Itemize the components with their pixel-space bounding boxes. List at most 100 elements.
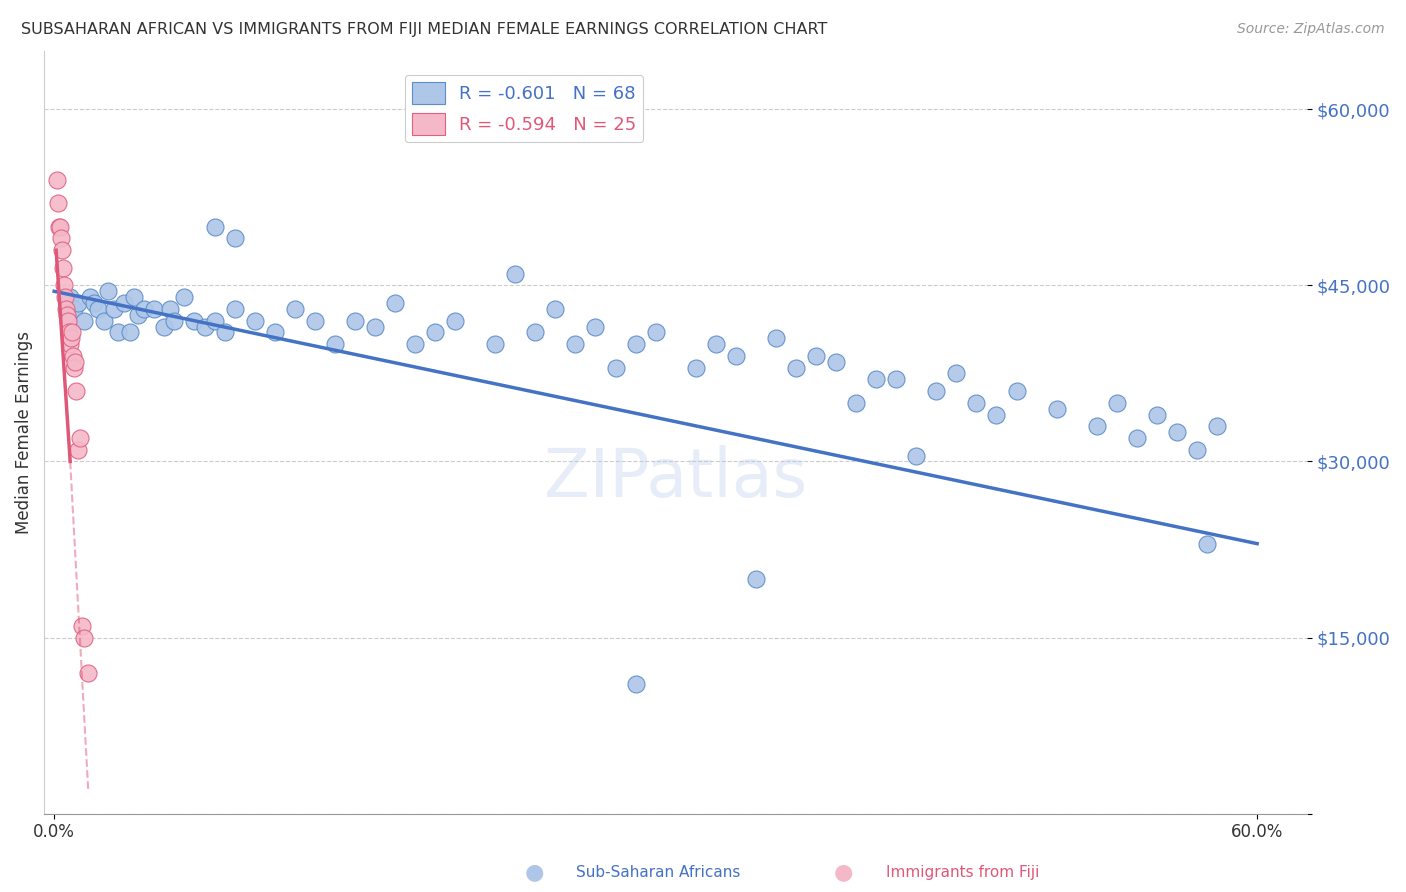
Point [97, 285, 120, 299]
Point [183, 313, 205, 327]
Point [1085, 419, 1108, 434]
Point [865, 372, 887, 386]
Point [1126, 431, 1149, 445]
Point [87, 301, 110, 316]
Point [945, 367, 967, 381]
Point [77, 665, 100, 680]
Text: Sub-Saharan Africans: Sub-Saharan Africans [576, 865, 741, 880]
Point [1166, 425, 1188, 439]
Point [46, 173, 69, 187]
Point [484, 337, 506, 351]
Point [67, 442, 90, 457]
Point [62, 349, 84, 363]
Point [63, 301, 86, 316]
Point [60, 331, 83, 345]
Point [67, 296, 90, 310]
Text: ●: ● [524, 863, 544, 882]
Point [49, 219, 72, 234]
Point [73, 631, 96, 645]
Point [60, 326, 83, 340]
Point [323, 337, 346, 351]
Point [765, 331, 787, 345]
Point [53, 278, 76, 293]
Point [1185, 442, 1208, 457]
Point [605, 360, 627, 375]
Point [564, 337, 586, 351]
Point [134, 301, 156, 316]
Point [524, 326, 547, 340]
Point [243, 313, 266, 327]
Point [163, 313, 186, 327]
Point [503, 267, 526, 281]
Point [1195, 536, 1218, 550]
Point [585, 319, 607, 334]
Point [965, 396, 987, 410]
Point [644, 326, 666, 340]
Point [143, 301, 166, 316]
Text: ZIPatlas: ZIPatlas [544, 445, 807, 511]
Point [52, 260, 75, 275]
Point [204, 313, 226, 327]
Point [224, 301, 246, 316]
Text: Source: ZipAtlas.com: Source: ZipAtlas.com [1237, 22, 1385, 37]
Point [685, 360, 707, 375]
Point [905, 449, 928, 463]
Point [304, 313, 326, 327]
Point [51, 244, 73, 258]
Point [804, 349, 827, 363]
Point [1105, 396, 1128, 410]
Point [58, 326, 80, 340]
Point [120, 326, 142, 340]
Point [70, 619, 93, 633]
Point [986, 408, 1008, 422]
Point [624, 677, 647, 691]
Point [204, 219, 226, 234]
Point [127, 308, 149, 322]
Point [48, 219, 70, 234]
Point [93, 313, 115, 327]
Point [56, 313, 79, 327]
Text: Immigrants from Fiji: Immigrants from Fiji [886, 865, 1039, 880]
Point [107, 326, 129, 340]
Point [404, 337, 426, 351]
Point [159, 301, 181, 316]
Point [745, 572, 768, 586]
Point [173, 290, 195, 304]
Point [263, 326, 285, 340]
Point [65, 384, 87, 398]
Point [284, 301, 307, 316]
Point [69, 431, 91, 445]
Point [59, 337, 82, 351]
Point [704, 337, 727, 351]
Point [124, 290, 146, 304]
Point [724, 349, 747, 363]
Point [1046, 401, 1069, 416]
Point [79, 290, 101, 304]
Point [624, 337, 647, 351]
Point [153, 319, 176, 334]
Point [423, 326, 446, 340]
Point [56, 308, 79, 322]
Point [1146, 408, 1168, 422]
Point [112, 296, 135, 310]
Point [343, 313, 366, 327]
Point [193, 319, 215, 334]
Point [384, 296, 406, 310]
Text: SUBSAHARAN AFRICAN VS IMMIGRANTS FROM FIJI MEDIAN FEMALE EARNINGS CORRELATION CH: SUBSAHARAN AFRICAN VS IMMIGRANTS FROM FI… [21, 22, 828, 37]
Point [1206, 419, 1229, 434]
Text: ●: ● [834, 863, 853, 882]
Point [55, 301, 77, 316]
Point [83, 296, 105, 310]
Point [53, 290, 76, 304]
Point [46, 196, 69, 211]
Legend: R = -0.601   N = 68, R = -0.594   N = 25: R = -0.601 N = 68, R = -0.594 N = 25 [405, 75, 644, 143]
Point [925, 384, 948, 398]
Point [73, 313, 96, 327]
Point [49, 231, 72, 245]
Point [825, 355, 848, 369]
Point [214, 326, 236, 340]
Point [544, 301, 567, 316]
Point [224, 231, 246, 245]
Y-axis label: Median Female Earnings: Median Female Earnings [15, 331, 32, 533]
Point [785, 360, 807, 375]
